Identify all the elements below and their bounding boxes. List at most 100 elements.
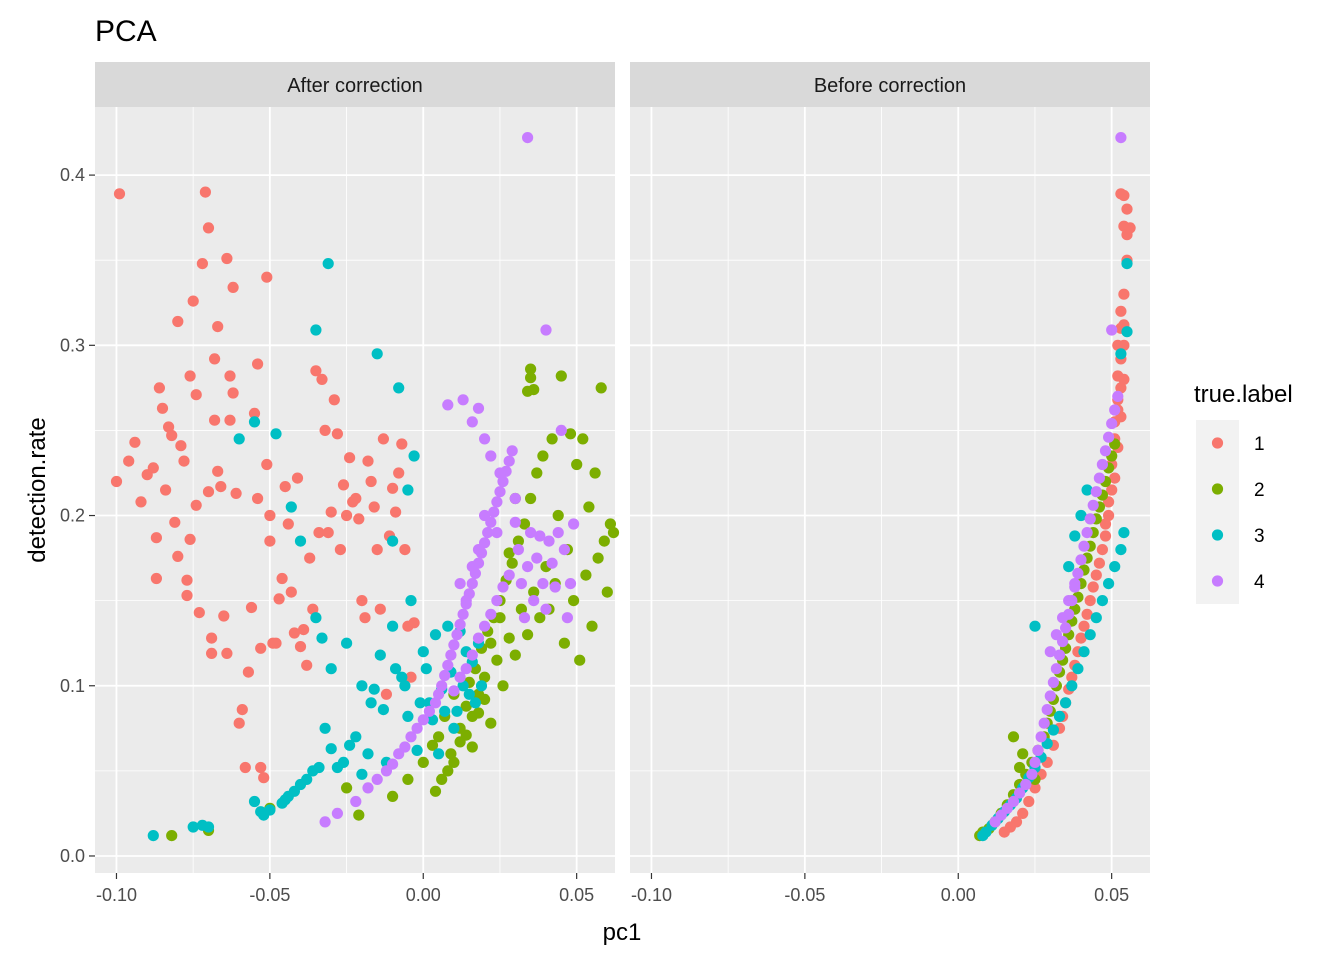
data-point <box>472 544 485 556</box>
data-point <box>1035 731 1047 743</box>
data-point <box>485 717 497 729</box>
data-point <box>322 527 334 539</box>
data-point <box>515 603 528 615</box>
data-point <box>601 586 613 598</box>
data-point <box>328 394 340 406</box>
data-point <box>184 370 196 382</box>
data-point <box>426 714 439 726</box>
data-point <box>568 518 580 530</box>
data-point <box>494 612 506 624</box>
data-point <box>1060 697 1072 709</box>
data-point <box>1118 527 1130 539</box>
data-point <box>558 544 571 556</box>
data-point <box>512 535 525 547</box>
data-point <box>604 518 617 530</box>
data-point <box>583 501 595 513</box>
data-point <box>472 402 485 414</box>
legend-label: 4 <box>1254 572 1265 593</box>
data-point <box>331 807 343 820</box>
data-point <box>436 773 448 786</box>
data-point <box>1112 339 1124 351</box>
data-point <box>466 561 478 573</box>
data-point <box>1081 484 1093 496</box>
data-point <box>595 382 607 394</box>
data-point <box>509 492 521 505</box>
data-point <box>261 271 273 283</box>
data-point <box>399 741 411 753</box>
data-point <box>387 482 399 494</box>
data-point <box>436 680 448 692</box>
data-point <box>543 535 555 547</box>
data-point <box>1072 663 1084 675</box>
data-point <box>215 481 227 493</box>
data-point <box>147 462 159 474</box>
data-point <box>512 544 525 556</box>
data-point <box>310 612 322 624</box>
data-point <box>442 399 454 411</box>
data-point <box>175 440 187 452</box>
data-point <box>552 509 564 522</box>
data-point <box>288 627 300 639</box>
data-point <box>522 629 534 641</box>
data-point <box>457 680 469 692</box>
data-point <box>374 649 386 661</box>
data-point <box>248 407 261 419</box>
data-point <box>365 697 377 709</box>
data-point <box>209 414 221 426</box>
strip-background <box>95 62 615 107</box>
data-point <box>187 821 199 833</box>
data-point <box>396 438 408 450</box>
data-point <box>301 659 313 671</box>
data-point <box>1084 629 1096 641</box>
data-point <box>1029 782 1041 794</box>
data-point <box>402 710 414 723</box>
y-tick-label: 0.0 <box>60 846 85 866</box>
data-point <box>546 433 558 445</box>
data-point <box>531 467 543 479</box>
data-point <box>319 424 331 436</box>
data-point <box>509 649 521 661</box>
data-point <box>1029 756 1041 769</box>
data-point <box>1090 486 1102 498</box>
data-point <box>129 436 141 448</box>
data-point <box>1053 649 1066 661</box>
data-point <box>1017 748 1029 760</box>
data-point <box>402 484 414 496</box>
data-point <box>1118 189 1130 202</box>
data-point <box>393 382 405 394</box>
data-point <box>371 544 383 556</box>
data-point <box>156 402 169 414</box>
data-point <box>150 532 162 544</box>
data-point <box>344 739 356 751</box>
series-4 <box>319 132 580 828</box>
data-point <box>503 569 515 581</box>
data-point <box>202 222 215 234</box>
data-point <box>291 472 304 484</box>
data-point <box>552 527 564 539</box>
data-point <box>506 557 518 569</box>
data-point <box>1078 620 1090 632</box>
legend-key-point <box>1211 529 1224 541</box>
data-point <box>169 516 181 528</box>
data-point <box>337 756 350 769</box>
data-point <box>224 370 236 382</box>
data-point <box>209 353 221 365</box>
data-point <box>442 620 454 632</box>
data-point <box>255 761 267 774</box>
x-tick-label: 0.05 <box>1094 885 1129 905</box>
data-point <box>1084 595 1096 607</box>
data-point <box>433 731 445 743</box>
data-point <box>1063 595 1075 607</box>
data-point <box>448 722 460 734</box>
data-point <box>264 509 276 522</box>
data-point <box>998 826 1010 838</box>
data-point <box>285 501 297 513</box>
data-point <box>531 552 543 564</box>
data-point <box>181 589 193 602</box>
data-point <box>555 424 567 436</box>
x-tick-label: -0.10 <box>631 885 672 905</box>
data-point <box>1084 513 1096 525</box>
data-point <box>518 612 531 624</box>
data-point <box>1041 704 1053 716</box>
data-point <box>387 758 399 770</box>
